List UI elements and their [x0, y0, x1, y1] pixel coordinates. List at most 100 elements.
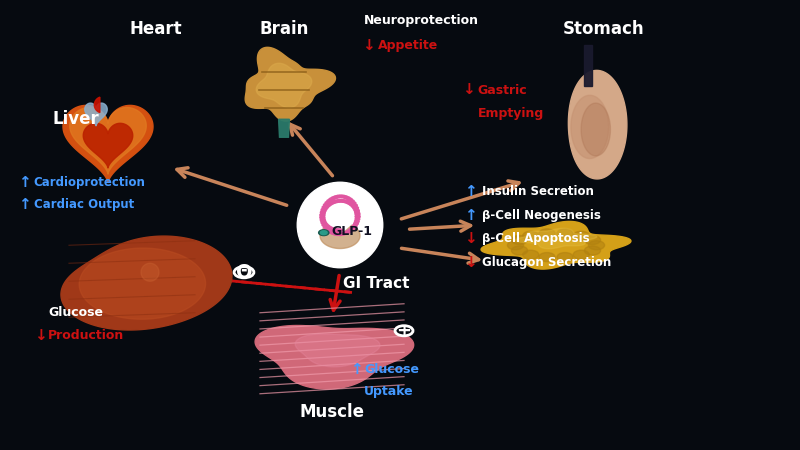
Circle shape	[341, 233, 345, 235]
Circle shape	[350, 200, 354, 202]
Circle shape	[355, 216, 360, 218]
Circle shape	[333, 229, 338, 231]
Text: Brain: Brain	[259, 20, 309, 38]
Text: ↑: ↑	[464, 207, 477, 223]
Circle shape	[327, 200, 331, 202]
Circle shape	[334, 196, 338, 198]
Circle shape	[321, 220, 326, 222]
Circle shape	[350, 203, 354, 206]
Circle shape	[351, 205, 356, 207]
Text: β-Cell Neogenesis: β-Cell Neogenesis	[482, 209, 602, 221]
Polygon shape	[571, 95, 609, 158]
Circle shape	[323, 226, 328, 229]
Circle shape	[353, 204, 358, 207]
Circle shape	[343, 196, 348, 198]
Circle shape	[353, 207, 358, 209]
Circle shape	[346, 197, 350, 199]
Text: ↓: ↓	[462, 82, 475, 98]
Circle shape	[328, 227, 333, 230]
Circle shape	[322, 210, 326, 212]
Text: ↑: ↑	[350, 362, 362, 378]
Circle shape	[326, 226, 331, 229]
Circle shape	[325, 202, 330, 204]
Polygon shape	[83, 123, 133, 168]
Circle shape	[323, 223, 328, 226]
Circle shape	[322, 224, 326, 226]
Circle shape	[354, 222, 358, 225]
Circle shape	[321, 212, 326, 214]
Circle shape	[320, 214, 325, 216]
Circle shape	[234, 267, 254, 278]
Circle shape	[353, 225, 357, 227]
Text: Θ: Θ	[236, 263, 252, 282]
Polygon shape	[568, 70, 627, 179]
Text: Neuroprotection: Neuroprotection	[364, 14, 479, 27]
Circle shape	[354, 207, 358, 209]
Circle shape	[325, 225, 330, 227]
Circle shape	[321, 211, 325, 214]
Circle shape	[326, 204, 330, 207]
Text: Muscle: Muscle	[299, 403, 365, 421]
Text: GI Tract: GI Tract	[342, 276, 410, 291]
Circle shape	[327, 203, 332, 206]
Text: Glucagon Secretion: Glucagon Secretion	[482, 256, 612, 269]
Polygon shape	[85, 103, 107, 126]
Circle shape	[346, 201, 350, 204]
Circle shape	[338, 199, 343, 202]
Circle shape	[507, 241, 523, 250]
Circle shape	[338, 195, 343, 198]
Circle shape	[341, 195, 346, 198]
Polygon shape	[581, 103, 610, 156]
Text: Glucose: Glucose	[48, 306, 103, 319]
Text: ↑: ↑	[18, 175, 30, 190]
Circle shape	[320, 214, 325, 216]
Text: ↓: ↓	[34, 328, 46, 343]
Circle shape	[331, 232, 335, 234]
Polygon shape	[79, 248, 206, 319]
Circle shape	[320, 219, 325, 221]
Ellipse shape	[298, 182, 382, 268]
Circle shape	[324, 206, 328, 209]
Circle shape	[333, 232, 338, 235]
Circle shape	[338, 229, 342, 232]
Circle shape	[573, 250, 590, 259]
Polygon shape	[515, 228, 597, 249]
Circle shape	[329, 198, 334, 201]
Polygon shape	[61, 236, 232, 330]
Circle shape	[325, 228, 330, 230]
Circle shape	[322, 206, 327, 209]
Circle shape	[331, 201, 336, 203]
Circle shape	[335, 233, 340, 235]
Circle shape	[343, 232, 347, 234]
Circle shape	[511, 235, 528, 244]
Circle shape	[350, 228, 354, 231]
Polygon shape	[584, 45, 591, 86]
Circle shape	[539, 252, 555, 261]
Circle shape	[351, 226, 356, 229]
Text: Cardiac Output: Cardiac Output	[34, 198, 134, 211]
Polygon shape	[320, 225, 360, 248]
Text: ↑: ↑	[18, 197, 30, 212]
Circle shape	[336, 195, 341, 198]
Circle shape	[338, 233, 342, 235]
Polygon shape	[295, 334, 380, 367]
Circle shape	[320, 231, 327, 234]
Text: ↓: ↓	[464, 255, 477, 270]
Circle shape	[354, 211, 359, 214]
Text: ↓: ↓	[464, 231, 477, 247]
Circle shape	[395, 326, 413, 336]
Text: Uptake: Uptake	[364, 385, 414, 398]
Text: ↑: ↑	[464, 184, 477, 199]
Circle shape	[557, 229, 573, 238]
Text: ↓: ↓	[362, 37, 375, 53]
Circle shape	[557, 252, 573, 261]
Circle shape	[354, 209, 359, 212]
Polygon shape	[70, 108, 146, 174]
Text: Appetite: Appetite	[378, 39, 438, 51]
Circle shape	[318, 230, 329, 236]
Circle shape	[355, 215, 360, 218]
Circle shape	[522, 231, 539, 240]
Text: Stomach: Stomach	[563, 20, 645, 38]
Circle shape	[347, 198, 352, 201]
Circle shape	[355, 213, 360, 216]
